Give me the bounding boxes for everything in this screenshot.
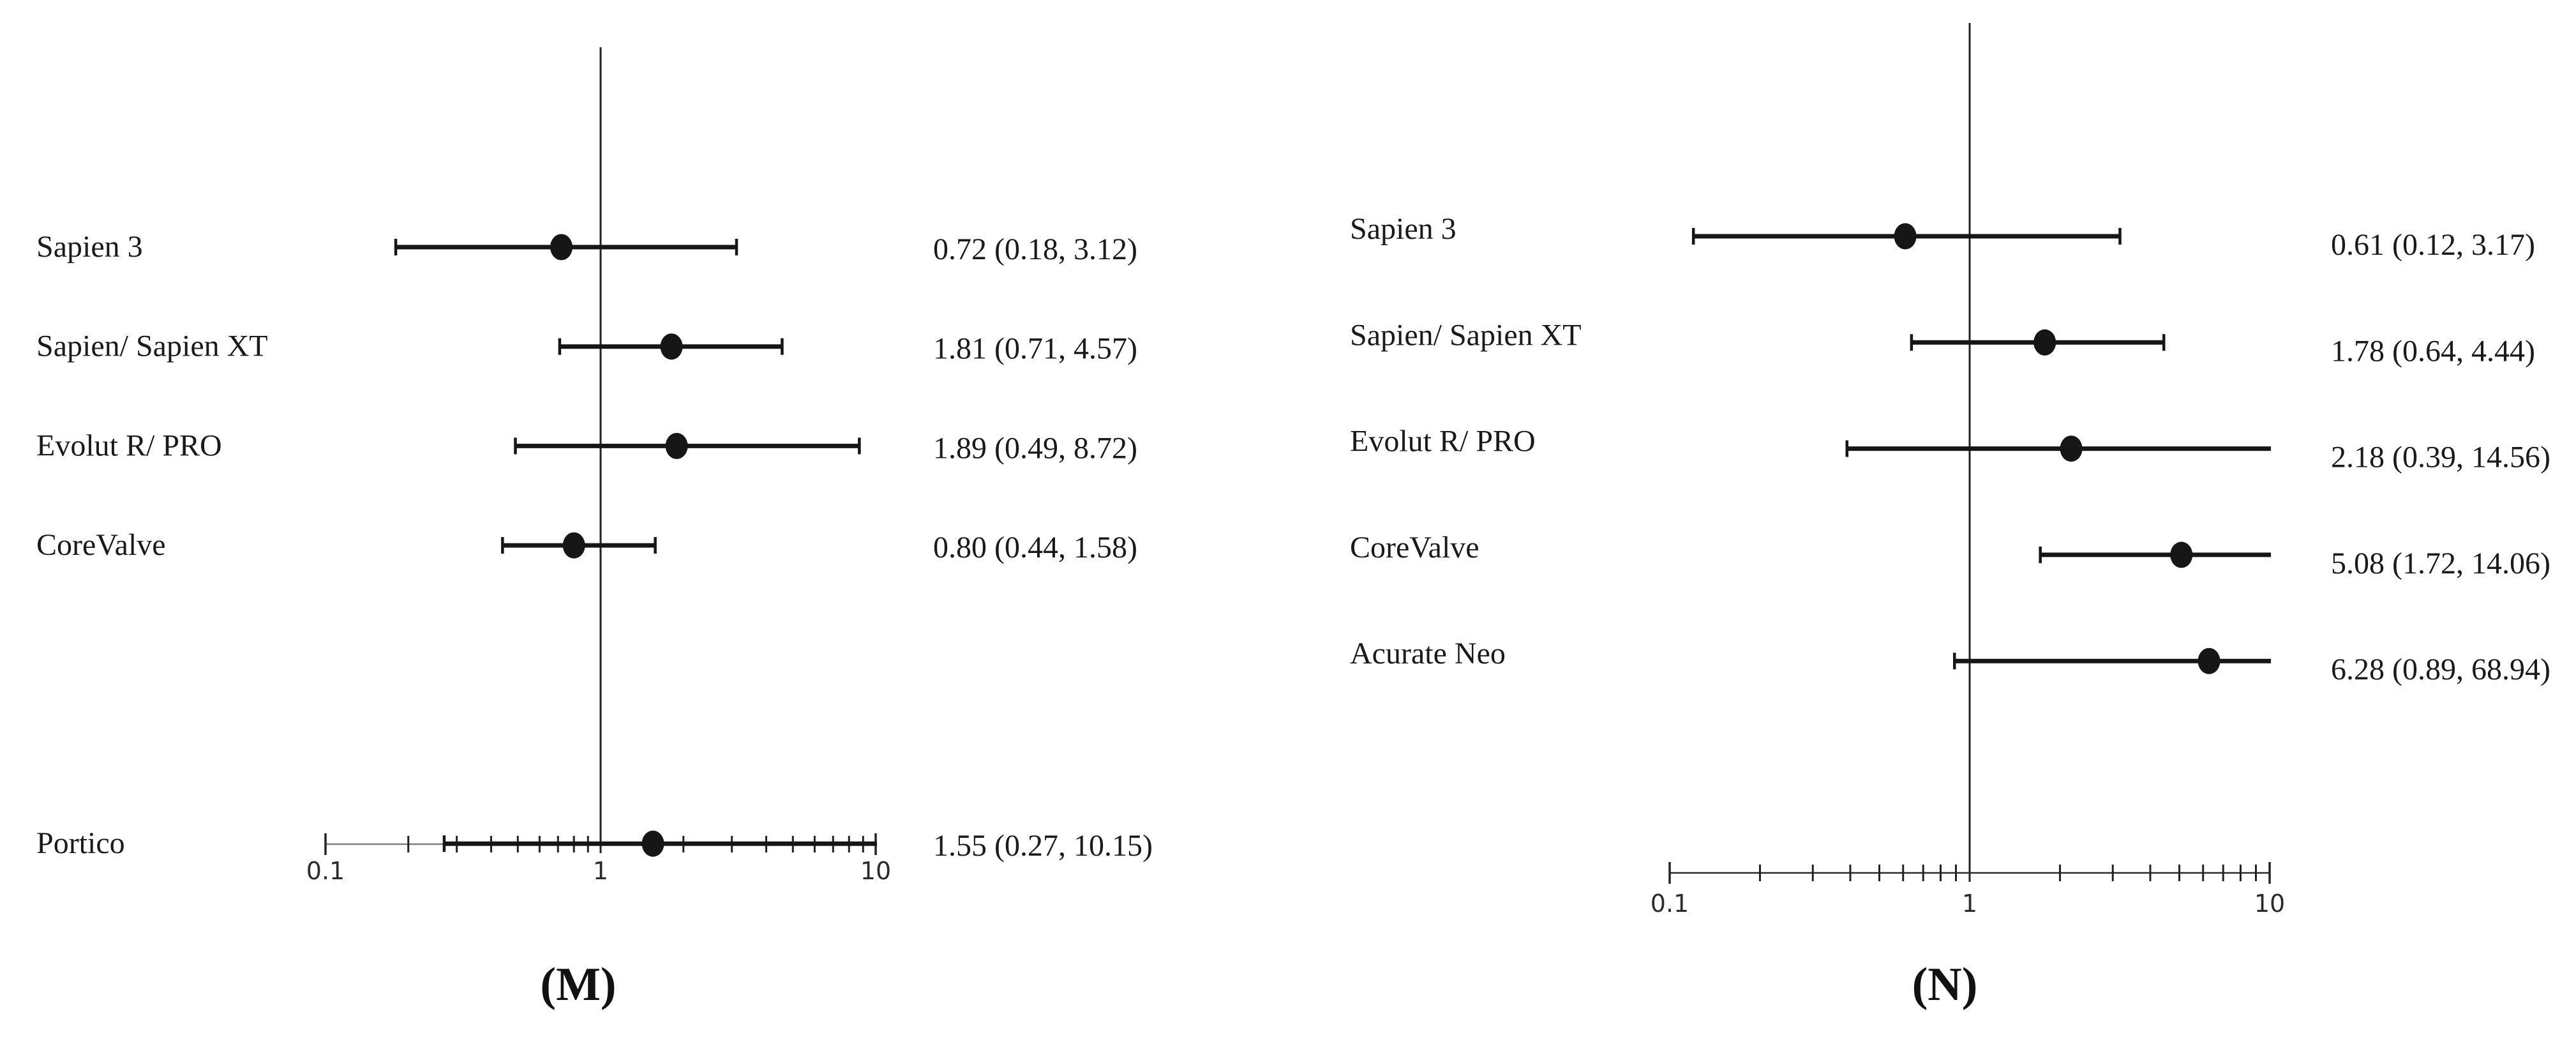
estimate-marker xyxy=(641,830,664,857)
panel-caption: (N) xyxy=(1912,958,1978,1011)
row-value: 1.78 (0.64, 4.44) xyxy=(2331,334,2535,368)
axis-tick-label: 1 xyxy=(593,857,608,885)
estimate-marker xyxy=(2060,435,2083,462)
row-label: Evolut R/ PRO xyxy=(1350,425,1536,458)
axis-tick-label: 10 xyxy=(860,857,891,885)
row-label: Acurate Neo xyxy=(1350,637,1506,670)
axis-tick-label: 0.1 xyxy=(306,857,345,885)
row-value: 1.81 (0.71, 4.57) xyxy=(933,332,1137,366)
row-label: Evolut R/ PRO xyxy=(36,428,222,462)
axis-tick-label: 0.1 xyxy=(1651,889,1689,918)
row-label: Portico xyxy=(36,826,125,860)
panel-n-forest-plot: 0.1 1 10 Sapien 3 0.61 (0.12, 3.17) Sapien/ S… xyxy=(1350,23,2550,1011)
row-label: Sapien/ Sapien XT xyxy=(36,329,268,363)
row-value: 1.89 (0.49, 8.72) xyxy=(933,431,1137,465)
estimate-marker xyxy=(2170,541,2193,568)
axis-tick-label: 1 xyxy=(1962,889,1977,918)
row-label: CoreValve xyxy=(36,528,166,562)
panel-caption: (M) xyxy=(540,958,616,1011)
row-value: 0.80 (0.44, 1.58) xyxy=(933,531,1137,564)
row-value: 0.72 (0.18, 3.12) xyxy=(933,232,1137,266)
estimate-marker xyxy=(2033,329,2056,356)
row-label: CoreValve xyxy=(1350,531,1479,564)
row-value: 2.18 (0.39, 14.56) xyxy=(2331,441,2550,474)
row-value: 5.08 (1.72, 14.06) xyxy=(2331,547,2550,580)
estimate-marker xyxy=(550,234,573,261)
row-value: 6.28 (0.89, 68.94) xyxy=(2331,653,2550,686)
row-label: Sapien 3 xyxy=(1350,212,1456,246)
row-value: 1.55 (0.27, 10.15) xyxy=(933,829,1153,863)
row-value: 0.61 (0.12, 3.17) xyxy=(2331,228,2535,262)
estimate-marker xyxy=(2198,647,2220,674)
estimate-marker xyxy=(665,432,688,459)
estimate-marker xyxy=(562,532,585,559)
estimate-marker xyxy=(660,333,683,360)
row-label: Sapien/ Sapien XT xyxy=(1350,318,1582,352)
estimate-marker xyxy=(1894,223,1917,250)
axis-tick-label: 10 xyxy=(2254,889,2285,918)
row-label: Sapien 3 xyxy=(36,230,143,264)
panel-m-forest-plot: 0.1 1 10 Sapien 3 0.72 (0.18, 3.12) Sapien/ S… xyxy=(36,47,1153,1011)
